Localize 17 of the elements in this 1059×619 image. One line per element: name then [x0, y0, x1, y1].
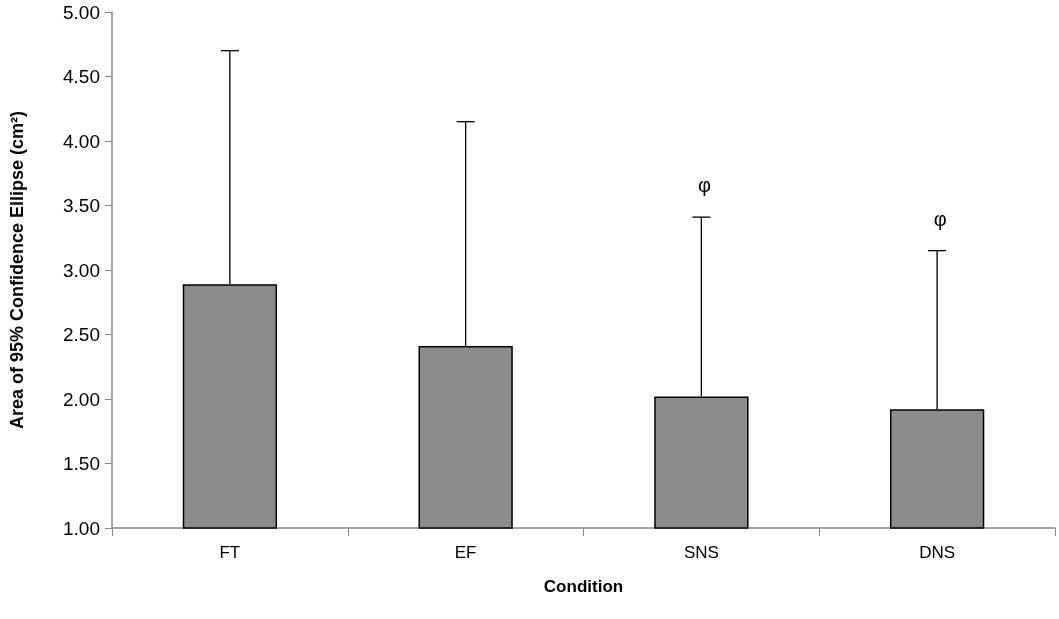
y-tick-label: 2.00 [63, 388, 100, 410]
annotation: φ [933, 207, 947, 230]
y-axis-title: Area of 95% Confidence Ellipse (cm²) [7, 110, 27, 430]
annotation: φ [697, 174, 711, 197]
y-tick-label: 2.50 [63, 324, 100, 345]
y-tick-label: 3.00 [63, 259, 100, 281]
x-tick-label: EF [454, 543, 477, 562]
y-tick-label: 3.50 [63, 195, 100, 216]
y-tick-label: 4.00 [63, 130, 100, 152]
y-tick-label: 1.00 [63, 517, 100, 539]
x-axis-title: Condition [543, 577, 624, 596]
x-tick-label: SNS [683, 543, 719, 562]
y-tick-label: 1.50 [63, 453, 100, 474]
x-tick-label: FT [219, 543, 241, 562]
x-tick-label: DNS [919, 543, 956, 562]
y-tick-label: 4.50 [63, 66, 100, 87]
y-tick-label: 5.00 [63, 1, 100, 23]
